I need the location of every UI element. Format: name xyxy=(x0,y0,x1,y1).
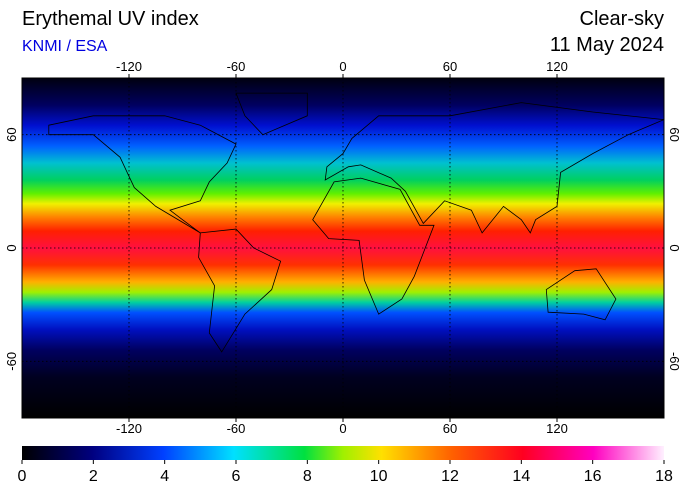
colorbar-tick-label: 4 xyxy=(160,468,169,485)
lon-tick-label: 120 xyxy=(546,421,568,436)
lat-tick-label: -60 xyxy=(667,352,682,371)
colorbar-tick-label: 8 xyxy=(303,468,312,485)
lat-tick-label: 0 xyxy=(4,244,19,251)
source: KNMI / ESA xyxy=(22,38,108,55)
colorbar-tick-label: 14 xyxy=(512,468,530,485)
lon-tick-label: 0 xyxy=(339,421,346,436)
lon-tick-label: 60 xyxy=(443,59,457,74)
coastline xyxy=(48,115,237,234)
date: 11 May 2024 xyxy=(550,34,664,56)
colorbar-tick-label: 10 xyxy=(370,468,388,485)
lat-tick-label: 60 xyxy=(667,127,682,141)
colorbar-tick-label: 16 xyxy=(584,468,602,485)
lon-tick-label: 60 xyxy=(443,421,457,436)
colorbar-tick-label: 18 xyxy=(655,468,673,485)
coastline xyxy=(235,92,308,136)
lon-tick-label: 120 xyxy=(546,59,568,74)
colorbar-tick-label: 6 xyxy=(232,468,241,485)
colorbar-tick-label: 0 xyxy=(18,468,27,485)
lon-tick-label: -60 xyxy=(227,421,246,436)
lon-tick-label: -60 xyxy=(227,59,246,74)
lon-tick-label: -120 xyxy=(116,59,142,74)
title: Erythemal UV index xyxy=(22,8,199,30)
lon-tick-label: -120 xyxy=(116,421,142,436)
coastline xyxy=(324,102,664,234)
coastline xyxy=(198,228,282,353)
colorbar-tick-label: 12 xyxy=(441,468,459,485)
lat-tick-label: 60 xyxy=(4,127,19,141)
coastline xyxy=(312,177,435,315)
coastlines xyxy=(48,92,664,353)
coastline xyxy=(545,268,617,321)
colorbar-tick-label: 2 xyxy=(89,468,98,485)
condition: Clear-sky xyxy=(580,8,664,30)
graticule xyxy=(22,74,664,422)
lat-tick-label: -60 xyxy=(4,352,19,371)
lat-tick-label: 0 xyxy=(667,244,682,251)
colorbar xyxy=(22,446,664,460)
map-frame xyxy=(21,77,665,419)
lon-tick-label: 0 xyxy=(339,59,346,74)
